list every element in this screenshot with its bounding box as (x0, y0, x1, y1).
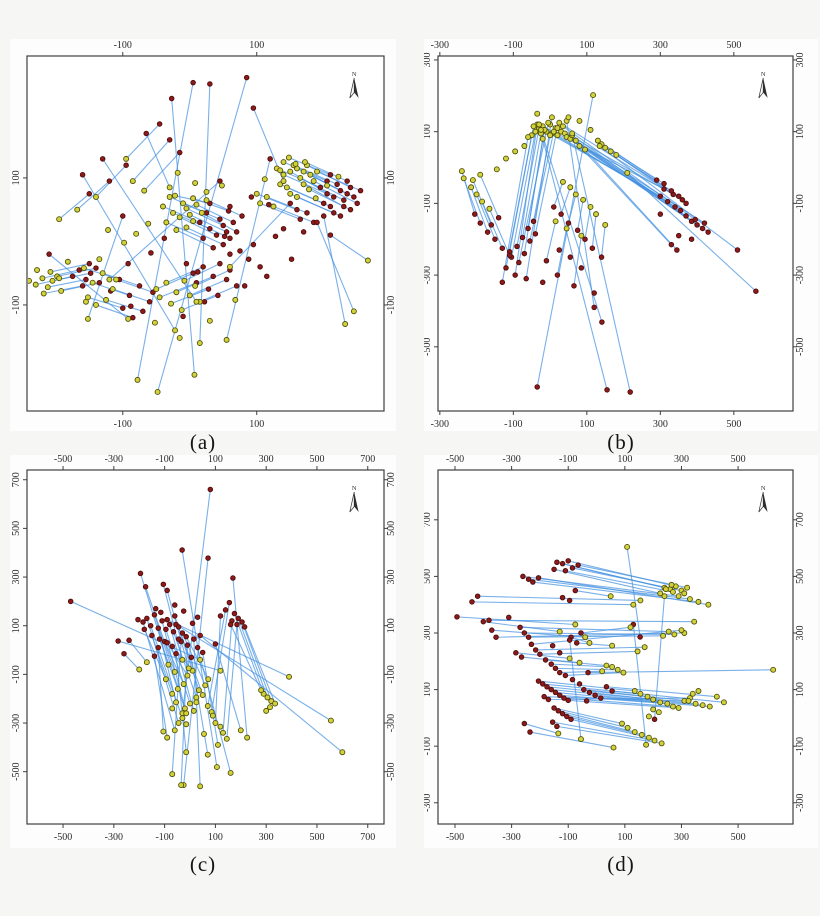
panel-c-caption: (c) (189, 852, 217, 876)
panel-d: -500 -500 -300 -300 -100 -100 100 100 300 300 500 5… (424, 455, 818, 848)
svg-text:300: 300 (424, 625, 433, 640)
svg-text:-500: -500 (11, 763, 22, 781)
svg-text:100: 100 (249, 40, 264, 51)
north-arrow-icon: N (349, 71, 359, 99)
svg-text:100: 100 (208, 832, 223, 843)
panel-c: -500 -500 -300 -300 -100 -100 100 100 300 300 500 5… (10, 455, 396, 848)
svg-text:-300: -300 (105, 832, 123, 843)
svg-text:-300: -300 (424, 266, 433, 284)
svg-text:100: 100 (617, 832, 632, 843)
svg-text:300: 300 (653, 419, 668, 430)
svg-text:500: 500 (11, 521, 22, 536)
svg-text:700: 700 (360, 832, 375, 843)
svg-text:-300: -300 (424, 794, 433, 812)
panel-d-caption: (d) (607, 852, 635, 876)
svg-text:500: 500 (731, 455, 746, 465)
svg-text:500: 500 (309, 455, 324, 465)
panel-a: -100 -100 100 100 100 100 -100 -100 N (10, 39, 396, 431)
svg-text:700: 700 (11, 472, 22, 487)
svg-text:100: 100 (424, 682, 433, 697)
svg-text:-300: -300 (502, 832, 520, 843)
svg-text:-300: -300 (502, 455, 520, 465)
svg-text:300: 300 (674, 832, 689, 843)
svg-text:-100: -100 (114, 419, 132, 430)
svg-text:-300: -300 (795, 794, 806, 812)
svg-text:-100: -100 (155, 455, 173, 465)
svg-text:500: 500 (726, 40, 741, 51)
svg-text:-300: -300 (431, 419, 449, 430)
svg-text:-100: -100 (11, 296, 22, 314)
svg-text:-500: -500 (446, 455, 464, 465)
svg-text:100: 100 (795, 124, 806, 139)
svg-text:N: N (761, 71, 766, 78)
svg-text:100: 100 (386, 170, 396, 185)
svg-text:N: N (352, 485, 357, 492)
svg-text:100: 100 (795, 682, 806, 697)
svg-text:100: 100 (208, 455, 223, 465)
panel-a-canvas: -100 -100 100 100 100 100 -100 -100 N (11, 40, 396, 430)
svg-text:100: 100 (579, 419, 594, 430)
svg-text:-100: -100 (559, 832, 577, 843)
svg-text:300: 300 (795, 52, 806, 67)
svg-text:-100: -100 (386, 665, 396, 683)
svg-text:-100: -100 (504, 40, 522, 51)
svg-text:-500: -500 (54, 832, 72, 843)
svg-text:N: N (352, 71, 357, 78)
svg-text:300: 300 (11, 570, 22, 585)
svg-text:-100: -100 (155, 832, 173, 843)
svg-text:500: 500 (309, 832, 324, 843)
svg-text:-300: -300 (105, 455, 123, 465)
panel-a-caption: (a) (189, 430, 217, 454)
svg-text:-100: -100 (114, 40, 132, 51)
svg-text:100: 100 (579, 40, 594, 51)
svg-text:500: 500 (386, 521, 396, 536)
svg-text:100: 100 (424, 124, 433, 139)
svg-text:500: 500 (424, 569, 433, 584)
svg-text:-300: -300 (386, 714, 396, 732)
svg-text:500: 500 (731, 832, 746, 843)
svg-text:300: 300 (424, 52, 433, 67)
svg-text:100: 100 (11, 170, 22, 185)
svg-text:100: 100 (386, 618, 396, 633)
svg-text:300: 300 (674, 455, 689, 465)
svg-text:700: 700 (795, 512, 806, 527)
svg-text:-300: -300 (11, 714, 22, 732)
svg-text:-500: -500 (386, 763, 396, 781)
panel-c-canvas: -500 -500 -300 -300 -100 -100 100 100 300 300 500 5… (11, 455, 396, 843)
svg-text:-300: -300 (795, 266, 806, 284)
svg-text:-100: -100 (559, 455, 577, 465)
svg-text:300: 300 (386, 570, 396, 585)
panel-b-caption: (b) (607, 430, 635, 454)
svg-text:-100: -100 (11, 665, 22, 683)
svg-text:-100: -100 (424, 194, 433, 212)
svg-text:300: 300 (795, 625, 806, 640)
svg-text:700: 700 (386, 472, 396, 487)
svg-text:700: 700 (424, 512, 433, 527)
svg-text:300: 300 (653, 40, 668, 51)
svg-text:-500: -500 (54, 455, 72, 465)
svg-text:-100: -100 (504, 419, 522, 430)
svg-text:100: 100 (11, 618, 22, 633)
svg-text:-500: -500 (795, 338, 806, 356)
svg-text:300: 300 (259, 832, 274, 843)
panel-d-canvas: -500 -500 -300 -300 -100 -100 100 100 300 300 500 5… (424, 455, 806, 843)
svg-text:-100: -100 (386, 296, 396, 314)
svg-text:100: 100 (617, 455, 632, 465)
panel-b: -300 -300 -100 -100 100 100 300 300 500 500 300 300… (424, 39, 818, 431)
svg-text:-500: -500 (446, 832, 464, 843)
panel-b-canvas: -300 -300 -100 -100 100 100 300 300 500 500 300 300… (424, 40, 806, 430)
svg-text:500: 500 (795, 569, 806, 584)
north-arrow-icon: N (349, 485, 359, 513)
svg-text:300: 300 (259, 455, 274, 465)
svg-text:500: 500 (726, 419, 741, 430)
svg-text:-500: -500 (424, 338, 433, 356)
svg-text:100: 100 (249, 419, 264, 430)
svg-text:N: N (761, 485, 766, 492)
svg-text:-300: -300 (431, 40, 449, 51)
svg-text:-100: -100 (424, 737, 433, 755)
svg-text:-100: -100 (795, 737, 806, 755)
svg-text:700: 700 (360, 455, 375, 465)
svg-text:-100: -100 (795, 194, 806, 212)
